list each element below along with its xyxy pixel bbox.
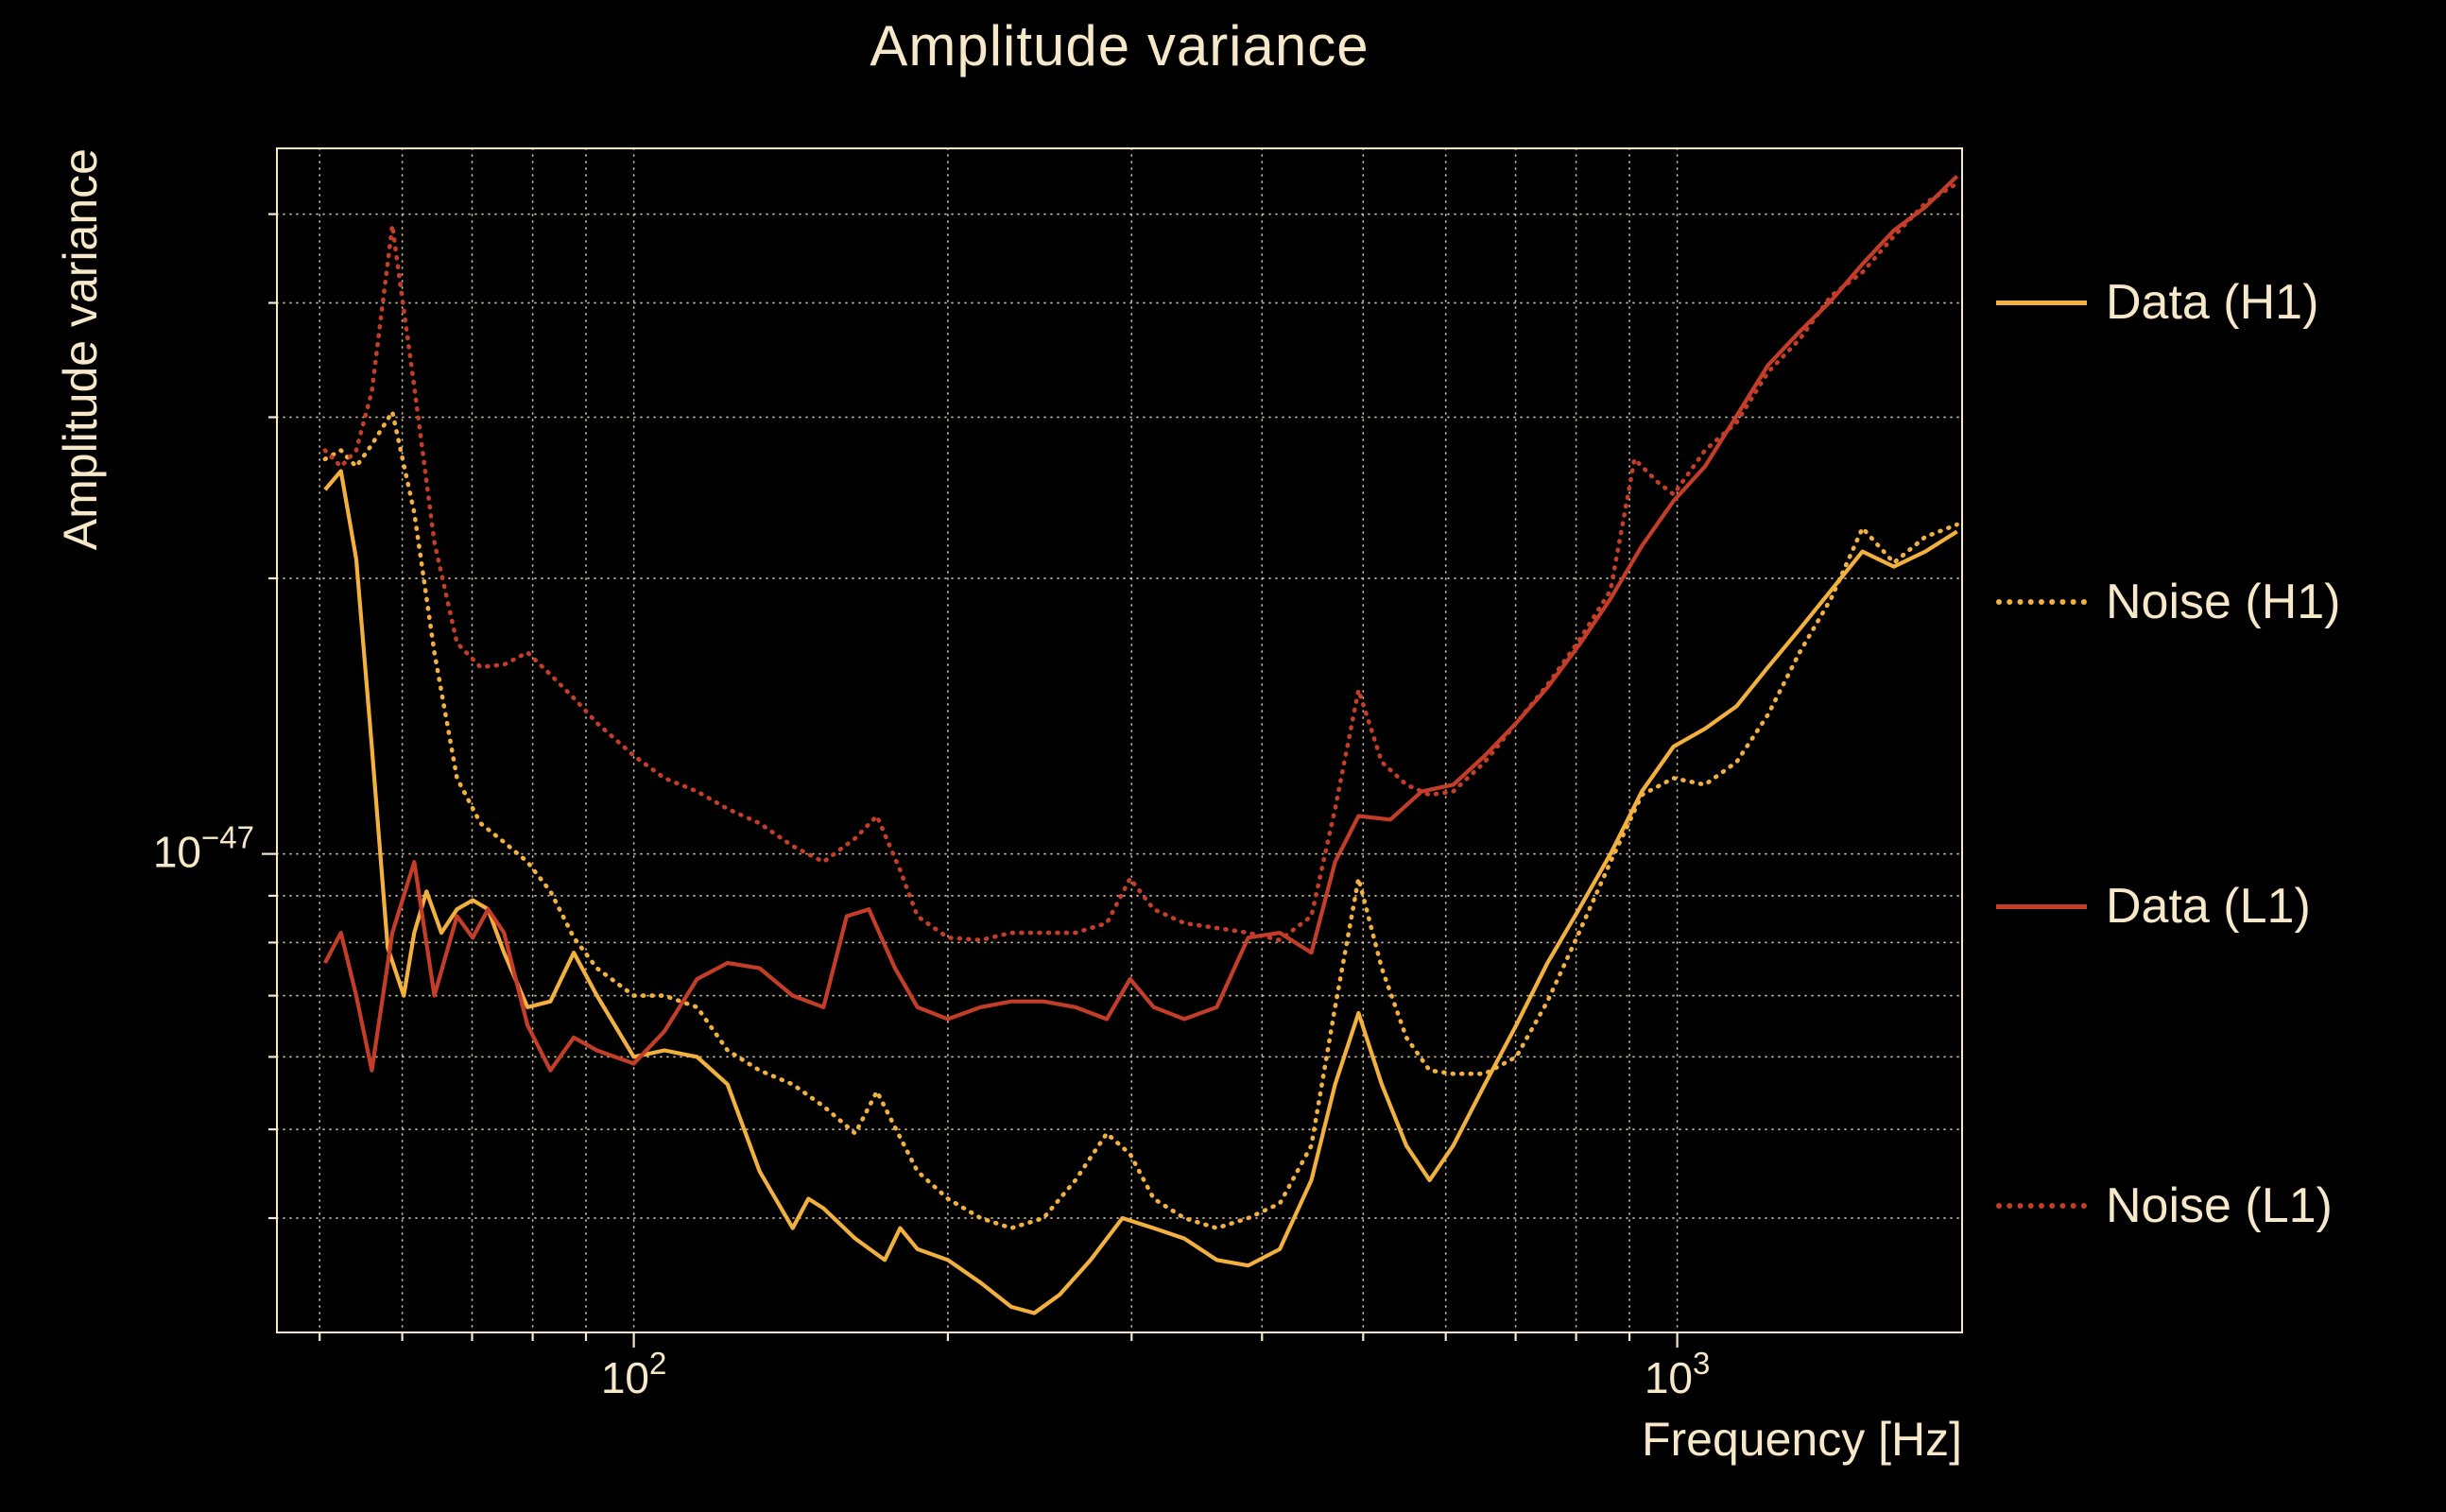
- legend-entry-noise-h1: Noise (H1): [1996, 573, 2341, 631]
- legend-line-noise-l1: [1996, 1203, 2087, 1209]
- series-data-h1: [323, 469, 1958, 1315]
- legend-label-data-h1: Data (H1): [2106, 275, 2319, 330]
- legend-label-noise-l1: Noise (L1): [2106, 1178, 2333, 1233]
- series-data-l1: [323, 174, 1959, 1073]
- legend-entry-data-h1: Data (H1): [1996, 273, 2318, 332]
- series-noise-h1: [322, 409, 1959, 1230]
- legend-entry-data-l1: Data (L1): [1996, 877, 2311, 936]
- chart-title: Amplitude variance: [870, 14, 1369, 77]
- x-tick-label: 103: [1645, 1346, 1711, 1402]
- legend-line-noise-h1: [1996, 599, 2087, 605]
- x-tick-label: 102: [601, 1346, 667, 1402]
- legend-line-data-l1: [1996, 903, 2087, 909]
- x-axis-label: Frequency [Hz]: [1641, 1413, 1962, 1466]
- legend-entry-noise-l1: Noise (L1): [1996, 1177, 2333, 1235]
- axes-border: [276, 147, 1963, 1333]
- y-tick-label: 10−47: [153, 820, 254, 877]
- legend-label-noise-h1: Noise (H1): [2106, 575, 2341, 629]
- series-noise-l1: [322, 180, 1959, 943]
- legend-line-data-h1: [1996, 300, 2087, 305]
- legend-label-data-l1: Data (L1): [2106, 879, 2311, 934]
